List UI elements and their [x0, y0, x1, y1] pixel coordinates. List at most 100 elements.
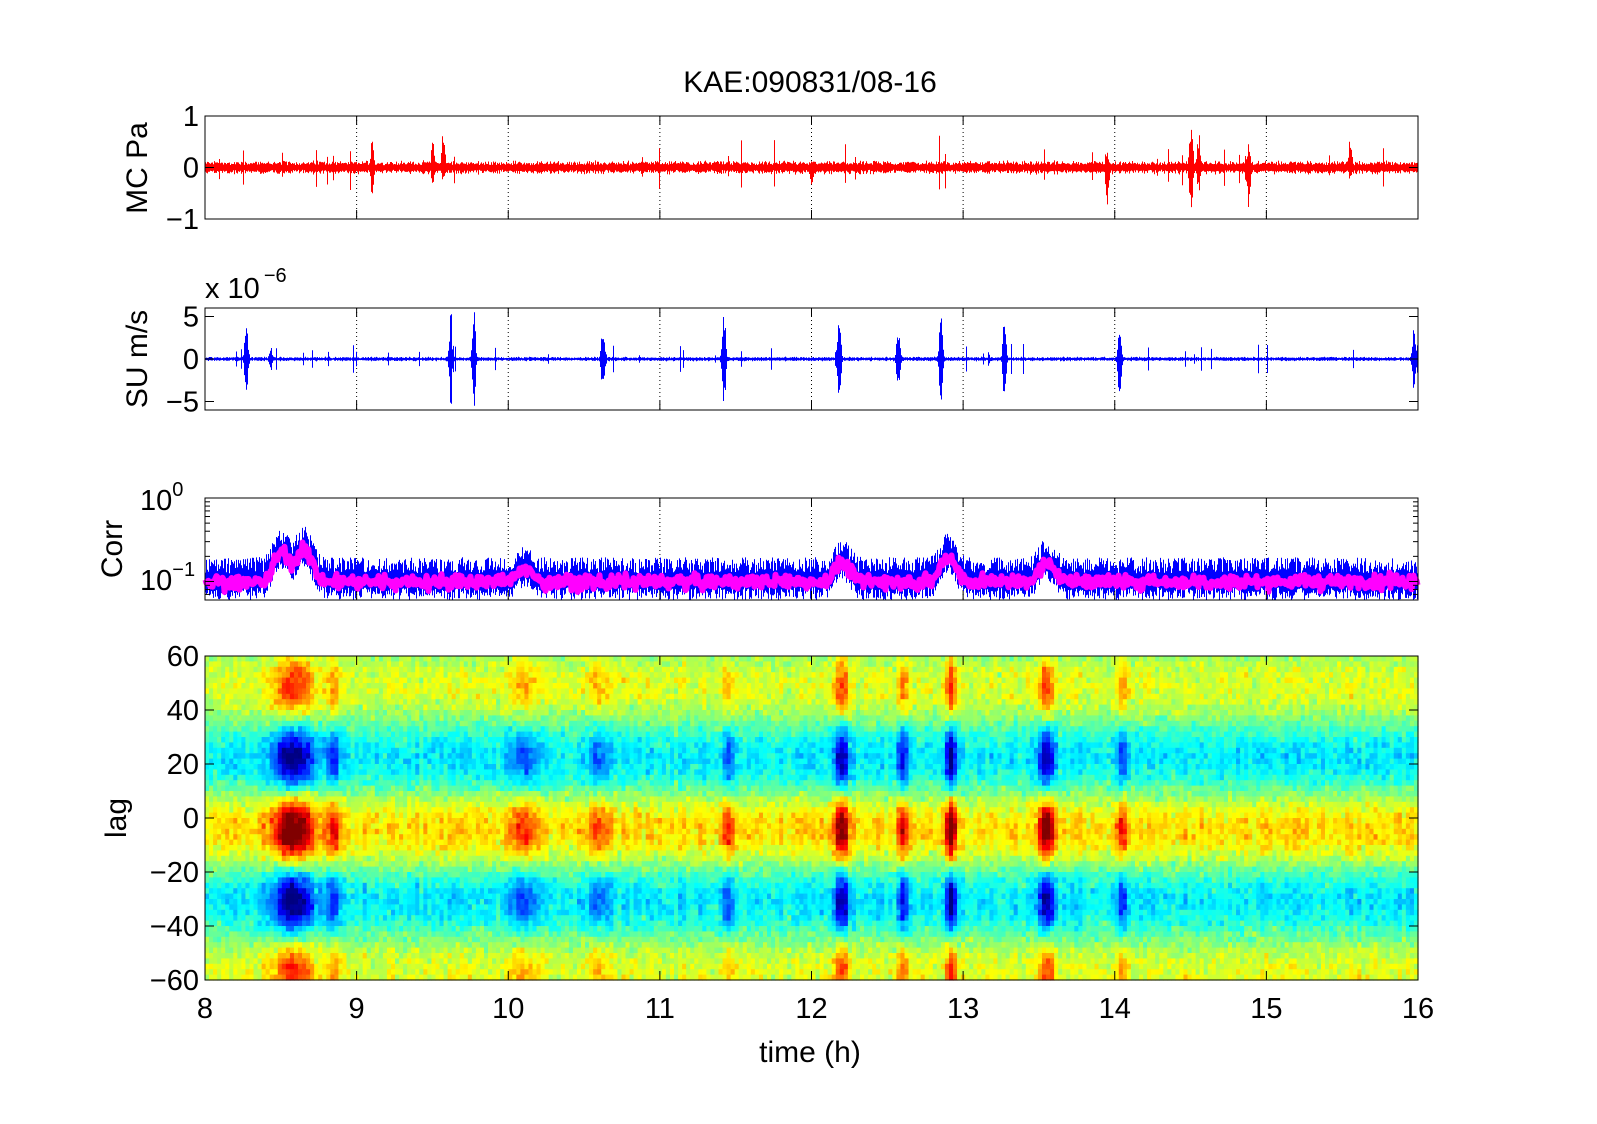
heatmap-cell — [318, 710, 323, 716]
heatmap-cell — [500, 958, 505, 965]
heatmap-cell — [435, 866, 441, 873]
heatmap-cell — [467, 672, 473, 679]
heatmap-cell — [237, 801, 242, 808]
heatmap-cell — [512, 953, 517, 959]
heatmap-cell — [273, 904, 279, 911]
heatmap-cell — [366, 807, 372, 814]
heatmap-cell — [322, 672, 327, 679]
heatmap-cell — [411, 866, 416, 873]
heatmap-cell — [342, 737, 348, 743]
heatmap-cell — [241, 974, 247, 981]
heatmap-cell — [415, 656, 420, 662]
heatmap-cell — [455, 726, 461, 733]
heatmap-cell — [479, 812, 485, 819]
heatmap-cell — [205, 931, 210, 938]
heatmap-cell — [423, 737, 428, 743]
heatmap-cell — [350, 850, 356, 857]
heatmap-cell — [338, 974, 344, 981]
heatmap-cell — [221, 801, 226, 808]
heatmap-cell — [492, 823, 497, 830]
heatmap-cell — [459, 850, 465, 857]
heatmap-cell — [459, 807, 465, 814]
heatmap-cell — [455, 872, 461, 878]
heatmap-cell — [293, 855, 299, 862]
heatmap-cell — [217, 909, 222, 916]
heatmap-cell — [314, 704, 319, 711]
heatmap-cell — [277, 823, 283, 830]
heatmap-cell — [273, 850, 279, 857]
heatmap-cell — [306, 796, 311, 803]
heatmap-cell — [237, 812, 242, 819]
heatmap-cell — [229, 704, 234, 711]
heatmap-cell — [330, 845, 335, 851]
heatmap-cell — [233, 693, 238, 700]
heatmap-cell — [427, 834, 433, 841]
heatmap-cell — [261, 801, 267, 808]
heatmap-cell — [277, 942, 283, 949]
heatmap-cell — [265, 666, 271, 673]
heatmap-cell — [488, 726, 493, 733]
heatmap-cell — [237, 731, 242, 738]
heatmap-cell — [209, 969, 214, 976]
heatmap-cell — [253, 818, 259, 824]
heatmap-cell — [399, 834, 404, 841]
heatmap-cell — [479, 909, 485, 916]
heatmap-cell — [451, 969, 457, 976]
heatmap-cell — [289, 726, 295, 733]
heatmap-cell — [419, 909, 424, 916]
heatmap-cell — [512, 812, 517, 819]
heatmap-cell — [455, 861, 461, 868]
heatmap-cell — [289, 931, 295, 938]
heatmap-cell — [435, 672, 441, 679]
heatmap-cell — [362, 688, 368, 695]
heatmap-cell — [233, 791, 238, 797]
heatmap-cell — [346, 823, 352, 830]
heatmap-cell — [257, 791, 263, 797]
heatmap-cell — [213, 882, 218, 889]
heatmap-cell — [504, 807, 509, 814]
heatmap-cell — [233, 672, 238, 679]
heatmap-cell — [293, 661, 299, 668]
heatmap-cell — [411, 947, 416, 954]
heatmap-cell — [334, 769, 340, 776]
heatmap-cell — [504, 872, 509, 878]
heatmap-cell — [443, 893, 449, 900]
heatmap-cell — [423, 683, 428, 689]
heatmap-cell — [378, 688, 384, 695]
heatmap-cell — [403, 866, 408, 873]
heatmap-cell — [342, 764, 348, 770]
heatmap-cell — [366, 688, 372, 695]
heatmap-cell — [431, 915, 437, 922]
heatmap-cell — [314, 661, 319, 668]
heatmap-cell — [285, 877, 291, 884]
heatmap-cell — [475, 866, 481, 873]
heatmap-cell — [245, 834, 251, 841]
heatmap-cell — [346, 726, 352, 733]
heatmap-cell — [217, 936, 222, 943]
heatmap-cell — [350, 845, 356, 851]
heatmap-cell — [205, 904, 210, 911]
heatmap-cell — [500, 882, 505, 889]
heatmap-cell — [310, 747, 315, 754]
heatmap-cell — [253, 958, 259, 965]
heatmap-cell — [488, 861, 493, 868]
heatmap-cell — [386, 953, 392, 959]
heatmap-cell — [475, 823, 481, 830]
heatmap-cell — [277, 850, 283, 857]
heatmap-cell — [338, 969, 344, 976]
heatmap-cell — [386, 661, 392, 668]
heatmap-cell — [273, 764, 279, 770]
heatmap-cell — [447, 899, 453, 905]
heatmap-cell — [382, 769, 388, 776]
heatmap-cell — [467, 780, 473, 787]
heatmap-cell — [455, 877, 461, 884]
heatmap-cell — [322, 953, 327, 959]
heatmap-cell — [524, 747, 530, 754]
heatmap-cell — [217, 807, 222, 814]
heatmap-cell — [265, 780, 271, 787]
heatmap-cell — [314, 801, 319, 808]
heatmap-cell — [209, 656, 214, 662]
heatmap-cell — [302, 785, 307, 792]
heatmap-cell — [318, 747, 323, 754]
heatmap-cell — [245, 963, 251, 970]
